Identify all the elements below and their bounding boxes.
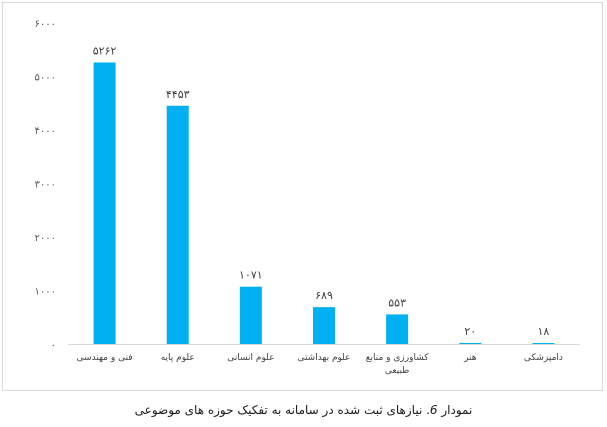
y-tick-label: ۲۰۰۰ (35, 233, 56, 244)
y-tick-label: ۰ (51, 340, 56, 351)
figure-caption: نمودار 6. نیازهای ثبت شده در سامانه به ت… (0, 403, 607, 417)
category-label: علوم انسانی (227, 353, 274, 363)
category-label: دامپزشکی (524, 353, 563, 363)
category-label-line: فنی و مهندسی (77, 353, 133, 363)
y-tick-label: ۳۰۰۰ (35, 180, 56, 191)
data-label: ۶۸۹ (315, 289, 333, 302)
bar (459, 342, 482, 344)
y-tick-label: ۴۰۰۰ (35, 126, 56, 137)
data-label: ۲۰ (464, 325, 476, 338)
category-label-line: علوم انسانی (227, 353, 274, 363)
category-label: کشاورزی و منابع طبیعی (366, 353, 429, 376)
data-label: ۴۴۵۳ (166, 88, 190, 101)
caption-prefix: نمودار (437, 403, 473, 417)
data-label: ۵۲۶۲ (93, 44, 117, 57)
category-label: فنی و مهندسی (77, 353, 133, 363)
category-label-line: هنر (463, 353, 477, 363)
bar (532, 343, 555, 344)
data-label: ۱۰۷۱ (239, 269, 263, 282)
bar (166, 105, 189, 345)
bar (93, 62, 116, 344)
category-label-line: علوم پایه (161, 353, 195, 363)
category-label-line: علوم بهداشتی (297, 353, 350, 363)
y-tick-label: ۵۰۰۰ (35, 73, 56, 84)
caption-text: . نیازهای ثبت شده در سامانه به تفکیک حوز… (134, 403, 430, 417)
data-label: ۵۵۳ (388, 296, 406, 309)
bar-chart: ۰ ۱۰۰۰ ۲۰۰۰ ۳۰۰۰ ۴۰۰۰ ۵۰۰۰ ۶۰۰۰ ۵۲۶۲ فنی و مهندس… (35, 19, 580, 376)
category-label-line: طبیعی (385, 366, 409, 376)
bar (239, 286, 262, 344)
category-label-line: دامپزشکی (524, 353, 563, 363)
category-label-line: کشاورزی و منابع (366, 353, 429, 363)
y-tick-label: ۶۰۰۰ (35, 19, 56, 30)
category-label: هنر (463, 353, 477, 363)
data-label: ۱۸ (538, 325, 550, 338)
category-label: علوم بهداشتی (297, 353, 350, 363)
caption-number: 6 (429, 403, 438, 417)
category-label: علوم پایه (161, 353, 195, 363)
bar (313, 307, 335, 344)
bar (386, 314, 409, 344)
y-tick-label: ۱۰۰۰ (35, 287, 56, 298)
